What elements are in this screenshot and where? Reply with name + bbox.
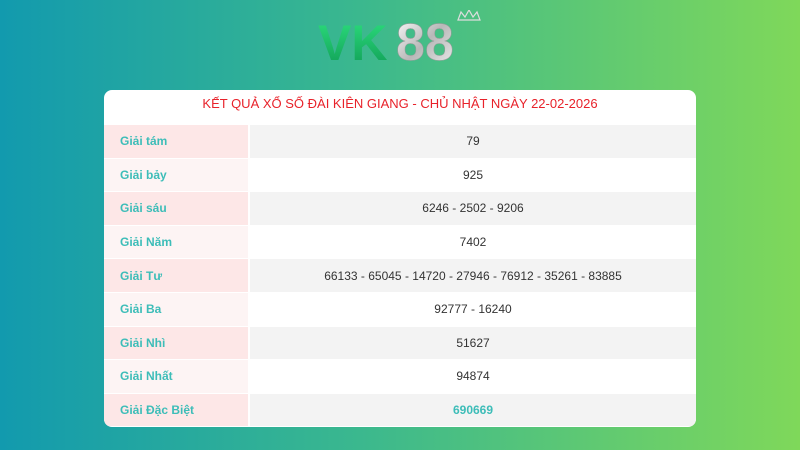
prize-numbers: 7402 (250, 225, 696, 259)
lottery-results-table: KẾT QUẢ XỔ SỐ ĐÀI KIÊN GIANG - CHỦ NHẬT … (104, 90, 696, 427)
prize-label: Giải Ba (104, 292, 250, 326)
prize-row: Giải Đặc Biệt 690669 (104, 392, 696, 427)
prize-label: Giải bảy (104, 158, 250, 192)
prize-label: Giải tám (104, 125, 250, 158)
prize-row: Giải sáu 6246 - 2502 - 9206 (104, 191, 696, 225)
prize-numbers: 92777 - 16240 (250, 292, 696, 326)
vk88-logo: VK 88 (318, 10, 481, 66)
results-title: KẾT QUẢ XỔ SỐ ĐÀI KIÊN GIANG - CHỦ NHẬT … (202, 96, 598, 111)
prize-label: Giải Năm (104, 225, 250, 259)
crown-icon (457, 10, 481, 21)
prize-label: Giải sáu (104, 192, 250, 225)
prize-row: Giải Năm 7402 (104, 224, 696, 259)
svg-text:VK: VK (318, 15, 387, 66)
prize-numbers: 66133 - 65045 - 14720 - 27946 - 76912 - … (250, 259, 696, 292)
prize-row: Giải Nhất 94874 (104, 359, 696, 393)
prize-label: Giải Tư (104, 259, 250, 292)
prize-row: Giải bảy 925 (104, 157, 696, 192)
prize-row: Giải Ba 92777 - 16240 (104, 291, 696, 326)
prize-numbers: 51627 (250, 326, 696, 360)
prize-label: Giải Nhì (104, 326, 250, 360)
prize-numbers: 6246 - 2502 - 9206 (250, 192, 696, 225)
prize-row: Giải Nhì 51627 (104, 325, 696, 360)
prize-label: Giải Đặc Biệt (104, 393, 250, 427)
prize-numbers: 925 (250, 158, 696, 192)
prize-numbers: 94874 (250, 360, 696, 393)
prize-numbers: 690669 (250, 393, 696, 427)
prize-row: Giải tám 79 (104, 124, 696, 158)
prize-label: Giải Nhất (104, 360, 250, 393)
prize-numbers: 79 (250, 125, 696, 158)
prize-row: Giải Tư 66133 - 65045 - 14720 - 27946 - 7… (104, 258, 696, 292)
svg-text:88: 88 (396, 14, 454, 66)
